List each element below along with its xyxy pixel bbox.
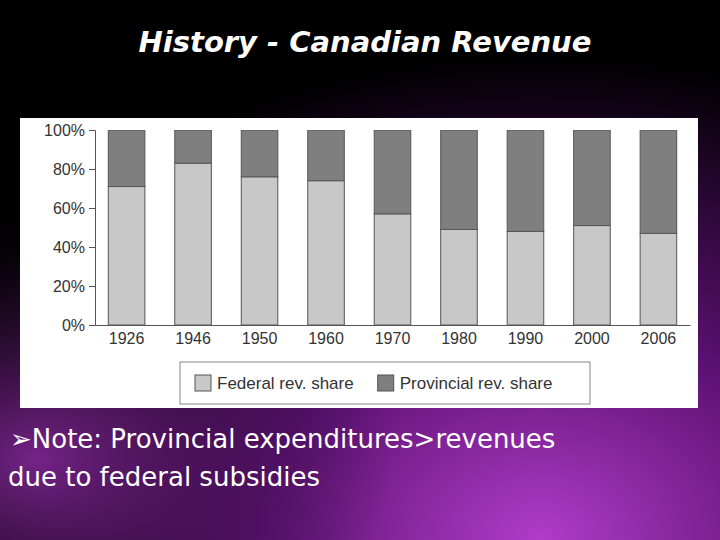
y-tick: 100% (44, 122, 95, 139)
legend-swatch (195, 375, 211, 391)
bar (108, 130, 145, 187)
y-tick-label: 0% (62, 317, 85, 334)
x-axis-line (96, 325, 691, 326)
legend-swatch (378, 375, 394, 391)
legend-label: Federal rev. share (217, 374, 354, 393)
x-tick-label: 1990 (508, 330, 544, 347)
bars (108, 130, 676, 325)
y-tick-mark (89, 325, 95, 326)
bar (640, 130, 677, 233)
annotation: ➢Note: Provincial expenditures>revenues (10, 424, 555, 454)
bar (640, 233, 677, 325)
bar (574, 130, 611, 226)
x-tick-label: 2006 (641, 330, 677, 347)
y-tick-label: 20% (53, 278, 85, 295)
y-tick-label: 100% (44, 122, 85, 139)
y-tick: 80% (53, 161, 95, 178)
slide: History - Canadian Revenue 0% 20% 40% 60% 80%… (0, 0, 720, 540)
y-axis-line (89, 131, 96, 326)
x-tick: 1946 (175, 325, 211, 347)
bar (441, 130, 478, 229)
x-axis: 1926 1946 1950 1960 1970 1980 1990 2000 2006 (96, 325, 691, 347)
y-tick-label: 80% (53, 161, 85, 178)
x-tick: 1950 (242, 325, 278, 347)
x-tick: 2006 (641, 325, 677, 347)
x-tick: 1926 (109, 325, 145, 347)
title: History - Canadian Revenue (139, 25, 592, 59)
y-tick-mark (89, 169, 95, 170)
y-tick-mark (89, 208, 95, 209)
x-tick-label: 1970 (375, 330, 411, 347)
bar (308, 130, 345, 181)
background-glow (0, 0, 720, 540)
background (0, 0, 720, 540)
y-tick: 20% (53, 278, 95, 295)
y-tick-mark (89, 130, 95, 131)
x-tick-label: 2000 (574, 330, 610, 347)
bar (175, 163, 212, 325)
annotation: due to federal subsidies (8, 462, 320, 492)
x-tick-label: 1946 (175, 330, 211, 347)
bar (507, 130, 544, 231)
y-tick: 0% (62, 317, 95, 334)
x-tick: 1990 (508, 325, 544, 347)
bar (308, 181, 345, 325)
y-axis: 0% 20% 40% 60% 80% 100% (44, 122, 95, 334)
y-tick-mark (89, 247, 95, 248)
x-tick-label: 1980 (441, 330, 477, 347)
y-tick-mark (89, 286, 95, 287)
bar (374, 130, 411, 214)
y-tick-label: 60% (53, 200, 85, 217)
x-tick-label: 1926 (109, 330, 145, 347)
legend-box (180, 362, 590, 404)
bar (108, 187, 145, 325)
legend: Federal rev. share Provincial rev. share (180, 362, 590, 404)
x-tick: 1980 (441, 325, 477, 347)
bar (374, 214, 411, 325)
bar (441, 229, 478, 325)
x-tick-label: 1960 (308, 330, 344, 347)
legend-label: Provincial rev. share (400, 374, 553, 393)
y-tick: 40% (53, 239, 95, 256)
bar (574, 226, 611, 325)
x-tick: 2000 (574, 325, 610, 347)
series-bars (108, 130, 676, 233)
bar (241, 177, 278, 325)
bar (175, 130, 212, 163)
x-tick: 1970 (375, 325, 411, 347)
y-tick-label: 40% (53, 239, 85, 256)
bar (507, 231, 544, 325)
x-tick-label: 1950 (242, 330, 278, 347)
bar (241, 130, 278, 177)
y-tick: 60% (53, 200, 95, 217)
x-tick: 1960 (308, 325, 344, 347)
chart-panel (20, 118, 698, 408)
